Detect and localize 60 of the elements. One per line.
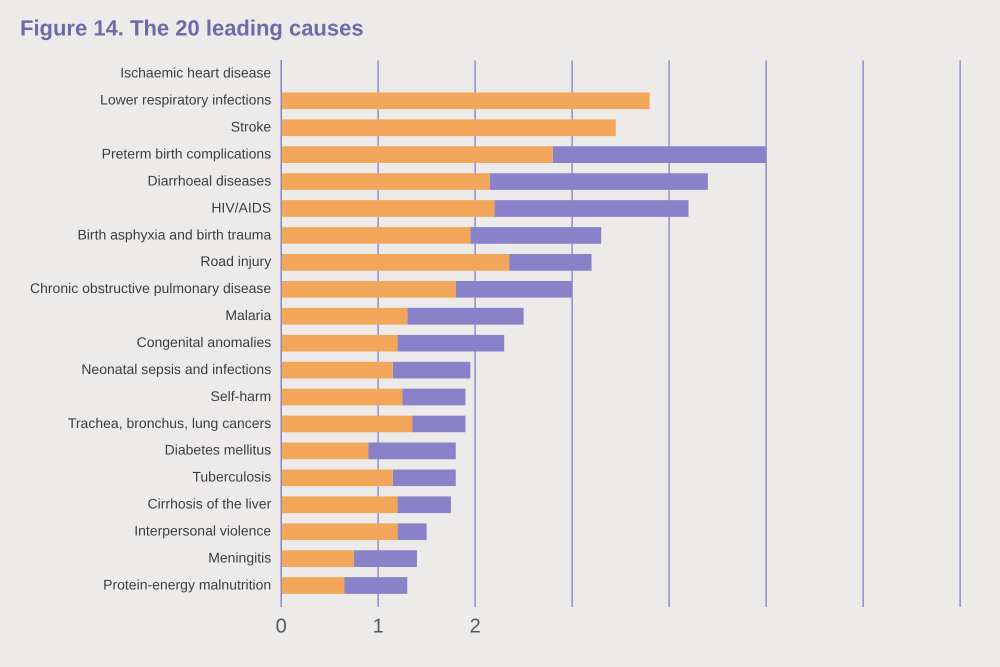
bar: [282, 254, 510, 271]
bar: [282, 362, 393, 378]
bar: [552, 146, 766, 164]
y-tick-label: Stroke: [230, 118, 272, 135]
y-tick-label: Diarrhoeal diseases: [147, 172, 272, 188]
bar: [398, 523, 427, 540]
y-tick-label: Birth asphyxia and birth trauma: [77, 226, 272, 242]
y-tick-label: Interpersonal violence: [134, 522, 272, 539]
y-tick-label: Preterm birth complications: [102, 146, 272, 162]
bar: [282, 308, 408, 325]
y-tick-label: Malaria: [225, 307, 272, 324]
x-tick-label: 2: [470, 616, 481, 638]
x-tick-label: 1: [372, 616, 384, 638]
bar: [412, 416, 466, 432]
bar: [402, 388, 466, 406]
bar: [282, 227, 470, 244]
bar: [282, 416, 412, 432]
y-tick-label: HIV/AIDS: [211, 199, 272, 216]
y-tick-label: Ischaemic heart disease: [120, 64, 272, 81]
bar: [282, 334, 398, 352]
y-tick-label: Protein-energy malnutrition: [103, 576, 272, 592]
y-tick-label: Cirrhosis of the liver: [148, 496, 272, 512]
bar: [282, 496, 398, 514]
bar: [392, 469, 456, 486]
bar: [398, 496, 451, 514]
y-tick-label: Neonatal sepsis and infections: [81, 360, 272, 377]
y-tick-label: Road injury: [200, 253, 272, 270]
y-tick-label: Tuberculosis: [192, 468, 272, 485]
x-tick-label: 0: [276, 616, 287, 638]
bar: [490, 173, 708, 190]
bar: [282, 388, 402, 406]
bar: [470, 227, 602, 244]
bar: [282, 469, 393, 486]
bar: [282, 280, 456, 298]
bar: [398, 334, 504, 352]
y-tick-label: Meningitis: [208, 549, 272, 566]
bar: [407, 308, 524, 325]
bar: [509, 254, 592, 271]
bar: [282, 523, 398, 540]
bar: [282, 119, 616, 136]
bar: [282, 577, 344, 594]
bar: [354, 550, 417, 567]
bar: [368, 442, 456, 460]
bar: [392, 362, 470, 378]
y-tick-label: Self-harm: [210, 388, 272, 404]
bar: [282, 442, 368, 460]
bar: [282, 200, 495, 217]
bar: [282, 173, 490, 190]
bar: [494, 200, 688, 217]
y-tick-label: Trachea, bronchus, lung cancers: [68, 414, 272, 431]
y-tick-label: Congenital anomalies: [136, 334, 272, 350]
bar: [282, 92, 650, 110]
bar: [344, 577, 408, 594]
chart-title: Figure 14. The 20 leading causes: [20, 15, 364, 40]
bar: [282, 146, 553, 164]
bar: [282, 550, 354, 567]
y-tick-label: Lower respiratory infections: [100, 92, 272, 108]
y-tick-label: Chronic obstructive pulmonary disease: [30, 280, 272, 296]
bar: [456, 280, 572, 298]
y-tick-label: Diabetes mellitus: [164, 442, 272, 458]
